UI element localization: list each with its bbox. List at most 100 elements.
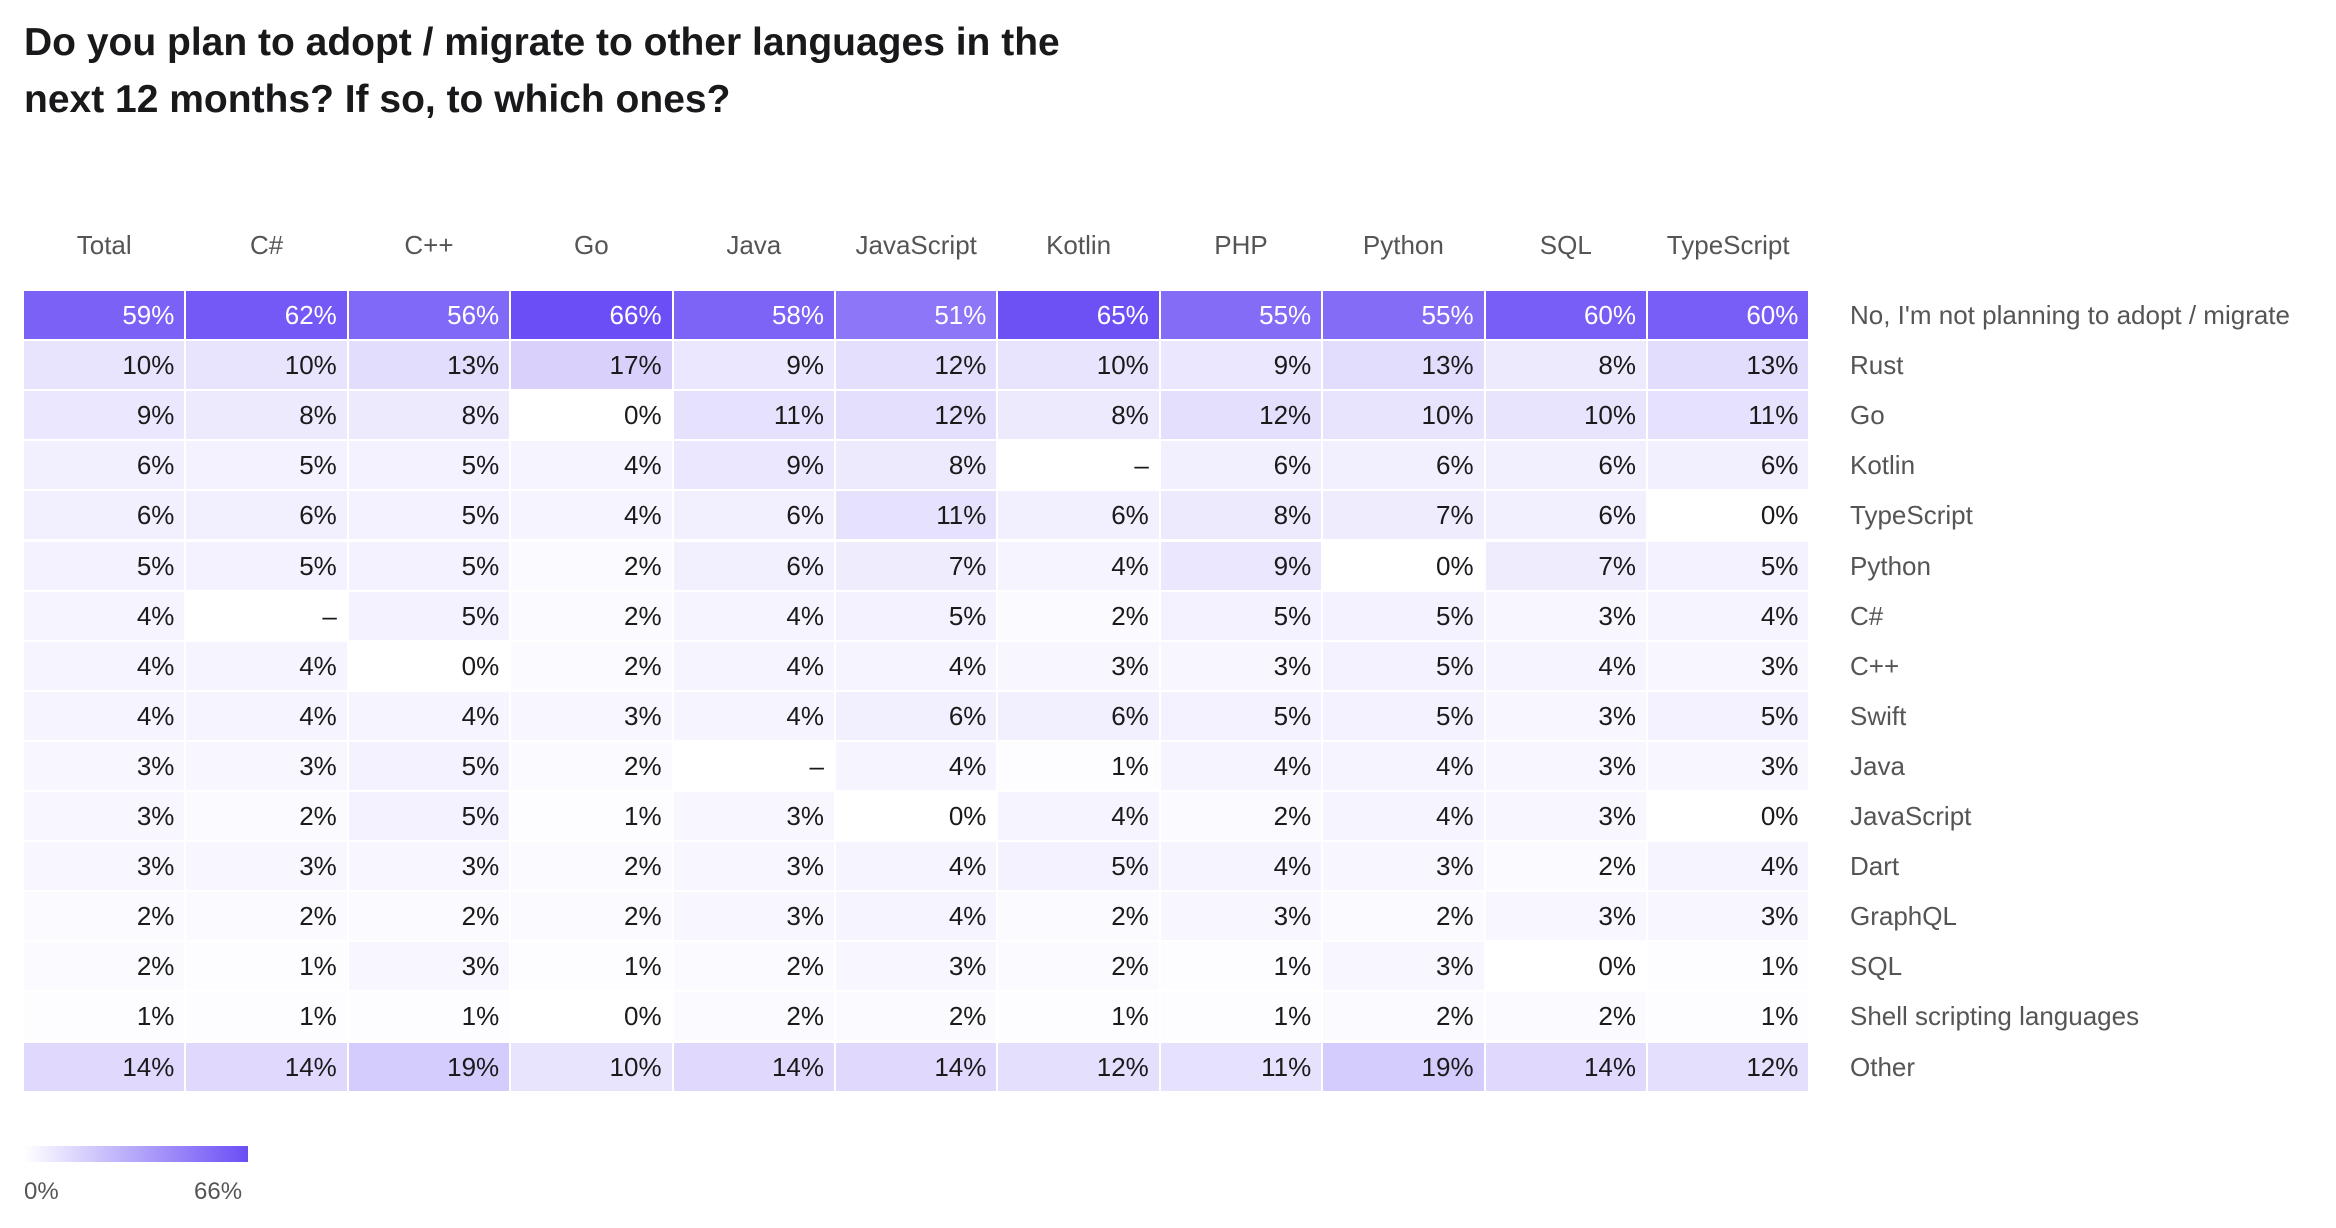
heatmap-cell: 5% (998, 842, 1159, 891)
heatmap-cell: 5% (348, 541, 510, 590)
heatmap-cell: 5% (1648, 541, 1809, 590)
heatmap-cell: 3% (836, 942, 997, 991)
row-label: TypeScript (1850, 500, 1973, 531)
heatmap-cell: 2% (998, 591, 1159, 640)
heatmap-cell: 3% (1485, 691, 1646, 740)
heatmap-cell: 0% (1485, 942, 1646, 991)
heatmap-cell: 1% (511, 792, 672, 841)
heatmap-cell: 6% (836, 691, 997, 740)
heatmap-cell: 0% (1648, 792, 1809, 841)
heatmap-cell: 0% (511, 992, 672, 1041)
column-header-python: Python (1362, 230, 1444, 260)
heatmap-cell: 4% (186, 691, 347, 740)
heatmap-cell: 60% (1648, 291, 1809, 340)
heatmap-cell: 0% (511, 391, 672, 440)
heatmap-cell: 3% (511, 691, 672, 740)
column-header-typescript: TypeScript (1666, 230, 1790, 260)
heatmap-cell: 1% (1648, 942, 1809, 991)
heatmap-cell: 9% (24, 391, 185, 440)
heatmap-cell: 2% (348, 892, 510, 941)
heatmap-cell: 10% (998, 341, 1159, 390)
heatmap-cell: 3% (1485, 741, 1646, 790)
column-header-java: Java (726, 230, 782, 260)
heatmap-cell: 2% (511, 842, 672, 891)
heatmap-cell: 5% (1648, 691, 1809, 740)
heatmap-cell: 58% (673, 291, 834, 340)
heatmap-cell: 0% (1323, 541, 1484, 590)
heatmap-cell: 1% (998, 992, 1159, 1041)
heatmap-cell: 3% (1485, 591, 1646, 640)
heatmap-cell: 3% (186, 842, 347, 891)
heatmap-cell: 1% (1160, 942, 1322, 991)
column-header-javascript: JavaScript (855, 230, 977, 260)
heatmap-cell: 14% (836, 1042, 997, 1091)
legend-min-label: 0% (24, 1178, 59, 1205)
heatmap-cell: 12% (1160, 391, 1322, 440)
heatmap-cell: 62% (186, 291, 347, 340)
heatmap-cell: 2% (1323, 892, 1484, 941)
heatmap-cell: 12% (836, 391, 997, 440)
row-label: Shell scripting languages (1850, 1001, 2140, 1032)
row-label: C# (1850, 600, 1884, 631)
heatmap-cell: 3% (1485, 892, 1646, 941)
heatmap-cell: 10% (1323, 391, 1484, 440)
heatmap-cell: 4% (836, 892, 997, 941)
heatmap-cell: 2% (1485, 992, 1646, 1041)
heatmap-cell: 3% (348, 842, 510, 891)
heatmap-cell: 6% (1648, 441, 1809, 490)
heatmap-cell: 13% (1648, 341, 1809, 390)
heatmap-cell: 66% (511, 291, 672, 340)
heatmap-cell: 5% (348, 591, 510, 640)
row-label: SQL (1850, 951, 1903, 982)
heatmap-cell: 4% (24, 591, 185, 640)
heatmap-cell: 3% (673, 792, 834, 841)
heatmap-cell: 2% (998, 892, 1159, 941)
heatmap-cell: 3% (1323, 842, 1484, 891)
heatmap-cell: 3% (1160, 641, 1322, 690)
column-header-php: PHP (1214, 230, 1268, 260)
row-label: Rust (1850, 350, 1904, 381)
heatmap-cell: 1% (186, 992, 347, 1041)
heatmap-cell: 4% (673, 641, 834, 690)
heatmap-cell: 3% (186, 741, 347, 790)
heatmap-cell: 3% (1648, 892, 1809, 941)
heatmap-cell: 4% (186, 641, 347, 690)
heatmap-cell: 3% (24, 792, 185, 841)
heatmap-cell: 5% (1323, 691, 1484, 740)
heatmap-cell: 1% (24, 992, 185, 1041)
heatmap-cell: 4% (1485, 641, 1646, 690)
heatmap-cell: 2% (186, 892, 347, 941)
heatmap-cell: 14% (24, 1042, 185, 1091)
heatmap-cell: 4% (673, 591, 834, 640)
heatmap-cell: 2% (673, 992, 834, 1041)
heatmap-cell: 3% (24, 842, 185, 891)
heatmap-cell: 60% (1485, 291, 1646, 340)
heatmap-cell: 4% (1160, 741, 1322, 790)
heatmap-cell: 6% (1485, 441, 1646, 490)
heatmap-cell: 2% (511, 892, 672, 941)
heatmap-cell: 2% (1160, 792, 1322, 841)
heatmap-cell: 4% (1160, 842, 1322, 891)
heatmap-cell: 5% (186, 441, 347, 490)
heatmap-cell: 8% (348, 391, 510, 440)
row-label: GraphQL (1850, 901, 1957, 932)
heatmap-cell: 4% (998, 792, 1159, 841)
heatmap-cell: 4% (1648, 591, 1809, 640)
heatmap-cell: 3% (24, 741, 185, 790)
heatmap-cell: 11% (673, 391, 834, 440)
row-label: No, I'm not planning to adopt / migrate (1850, 300, 2290, 330)
heatmap-cell: 8% (836, 441, 997, 490)
heatmap-cell: 5% (348, 441, 510, 490)
heatmap-cell: 6% (673, 541, 834, 590)
heatmap-cell: 9% (1160, 341, 1322, 390)
heatmap-cell: 1% (348, 992, 510, 1041)
heatmap-cell: 10% (511, 1042, 672, 1091)
row-label: JavaScript (1850, 801, 1972, 831)
heatmap-cell: 5% (348, 491, 510, 540)
heatmap-cell: 10% (186, 341, 347, 390)
heatmap-cell: 1% (511, 942, 672, 991)
column-header-csharp: C# (249, 230, 284, 260)
heatmap-cell: 6% (24, 491, 185, 540)
heatmap-cell: 17% (511, 341, 672, 390)
